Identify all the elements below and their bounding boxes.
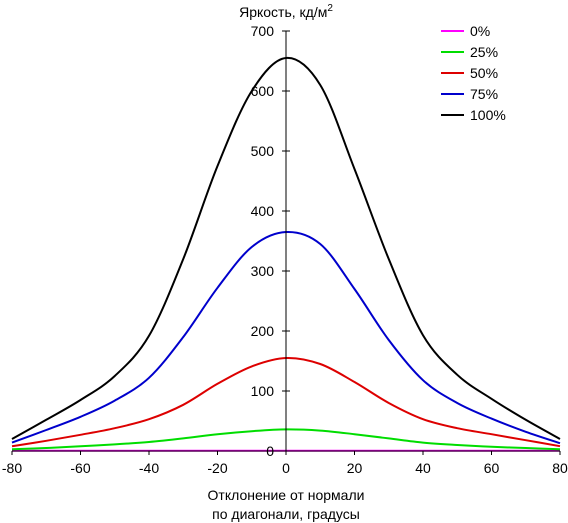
x-axis-title-line-2: по диагонали, градусы: [212, 506, 360, 522]
y-tick-label: 700: [251, 23, 275, 39]
x-tick-label: -20: [207, 460, 227, 476]
legend-label: 75%: [470, 86, 498, 102]
legend-label: 100%: [470, 107, 506, 123]
y-tick-label: 0: [266, 443, 274, 459]
y-axis-title-text: Яркость, кд/м: [239, 4, 327, 20]
y-tick-label: 400: [251, 203, 275, 219]
y-ticks: 0 100 200 300 400 500 600 700: [251, 23, 290, 459]
y-tick-label: 500: [251, 143, 275, 159]
y-tick-label: 300: [251, 263, 275, 279]
x-tick-label: 40: [415, 460, 431, 476]
legend-label: 0%: [470, 23, 490, 39]
x-tick-label: -60: [70, 460, 90, 476]
legend-label: 50%: [470, 65, 498, 81]
y-axis-title: Яркость, кд/м2: [239, 3, 333, 20]
y-tick-label: 600: [251, 83, 275, 99]
y-tick-label: 100: [251, 383, 275, 399]
x-tick-label: 80: [552, 460, 568, 476]
legend-label: 25%: [470, 44, 498, 60]
x-ticks: -80 -60 -40 -20 0 20 40 60 80: [2, 451, 568, 476]
x-tick-label: -40: [139, 460, 159, 476]
x-tick-label: 0: [282, 460, 290, 476]
x-tick-label: 60: [484, 460, 500, 476]
y-axis-title-superscript: 2: [327, 3, 333, 14]
x-tick-label: 20: [347, 460, 363, 476]
y-tick-label: 200: [251, 323, 275, 339]
legend: 0% 25% 50% 75% 100%: [441, 23, 506, 123]
x-tick-label: -80: [2, 460, 22, 476]
x-axis-title-line-1: Отклонение от нормали: [208, 487, 365, 503]
